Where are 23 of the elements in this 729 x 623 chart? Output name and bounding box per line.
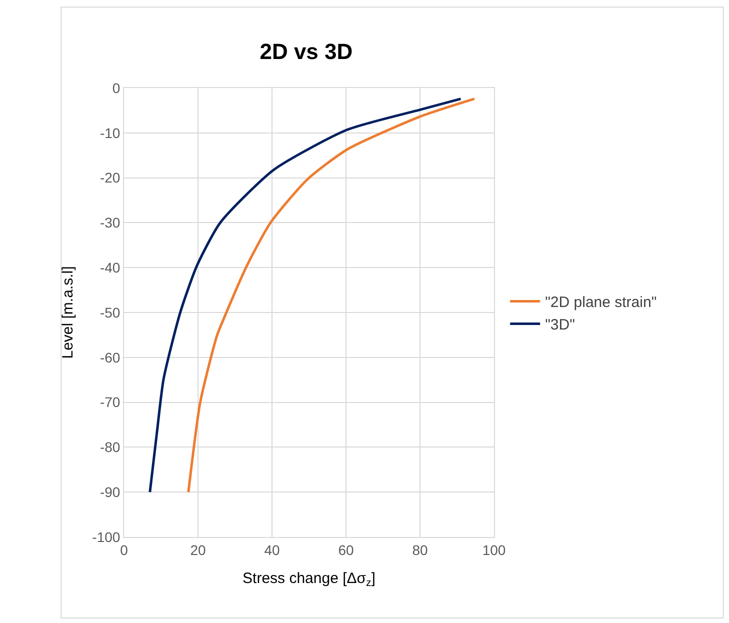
y-tick-label: -70 <box>100 394 120 410</box>
x-tick-label: 100 <box>482 542 506 558</box>
y-axis-title: Level [m.a.s.l] <box>59 266 76 359</box>
x-tick-label: 40 <box>264 542 280 558</box>
y-tick-label: -90 <box>100 484 120 500</box>
x-tick-label: 20 <box>190 542 206 558</box>
y-tick-label: -100 <box>92 528 120 545</box>
x-tick-label: 60 <box>338 542 354 558</box>
x-tick-label: 80 <box>412 542 428 558</box>
y-tick-label: -80 <box>100 439 120 456</box>
y-tick-label: 0 <box>112 80 120 96</box>
x-axis-title: Stress change [Δσ$_{z}$] <box>242 570 376 589</box>
line-series <box>187 98 476 494</box>
y-tick-label: -50 <box>100 304 120 320</box>
y-tick-label: -60 <box>100 349 120 366</box>
y-tick-label: -10 <box>100 124 120 141</box>
legend-label: "2D plane strain" <box>545 294 657 312</box>
line-series <box>148 98 462 494</box>
y-tick-label: -40 <box>100 260 120 276</box>
y-tick-label: -20 <box>100 170 120 186</box>
legend-label: "3D" <box>545 316 575 334</box>
chart-title: 2D vs 3D <box>260 39 353 64</box>
y-tick-label: -30 <box>100 214 120 231</box>
